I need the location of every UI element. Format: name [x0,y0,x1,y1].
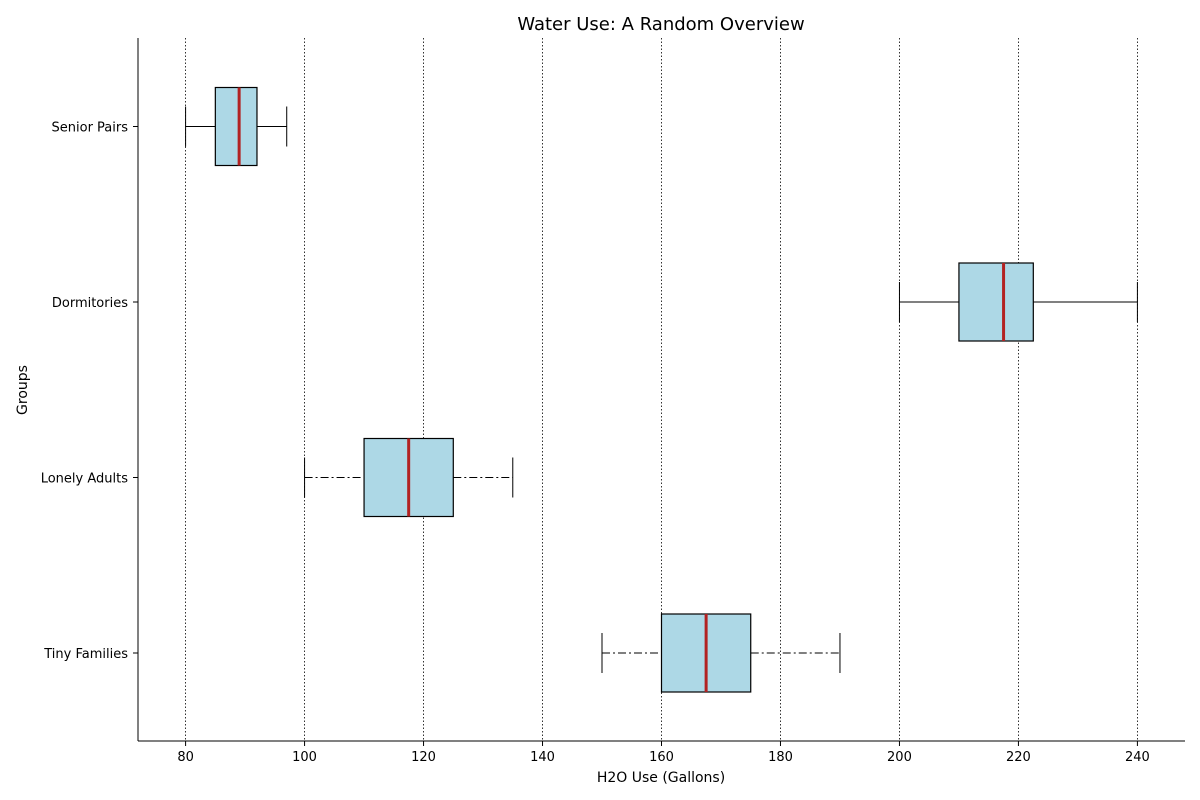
chart-title: Water Use: A Random Overview [517,14,804,35]
y-ticks: Tiny Families Lonely Adults Dormitories Sen… [41,121,138,662]
box-plots [185,86,1138,693]
y-tick-label: Dormitories [52,296,128,311]
x-tick-label: 160 [649,750,674,765]
box [214,86,258,167]
x-tick-label: 200 [887,750,912,765]
x-tick-label: 180 [768,750,793,765]
x-tick-label: 100 [292,750,317,765]
box-plot-dormitories [898,262,1138,342]
x-axis-label: H2O Use (Gallons) [597,770,725,786]
box-plot-senior-pairs [185,86,288,167]
y-tick-label: Tiny Families [43,647,128,662]
y-tick-label: Lonely Adults [41,472,129,487]
y-axis-label: Groups [15,365,31,415]
x-ticks: 80 100 120 140 160 180 200 220 240 [177,741,1150,765]
x-tick-label: 120 [411,750,436,765]
box-plot-tiny-families [601,613,841,693]
x-tick-label: 80 [177,750,194,765]
x-tick-label: 240 [1125,750,1150,765]
box [958,262,1034,342]
box-plot-lonely-adults [304,437,514,518]
y-tick-label: Senior Pairs [52,121,129,136]
x-tick-label: 220 [1006,750,1031,765]
x-tick-label: 140 [530,750,555,765]
